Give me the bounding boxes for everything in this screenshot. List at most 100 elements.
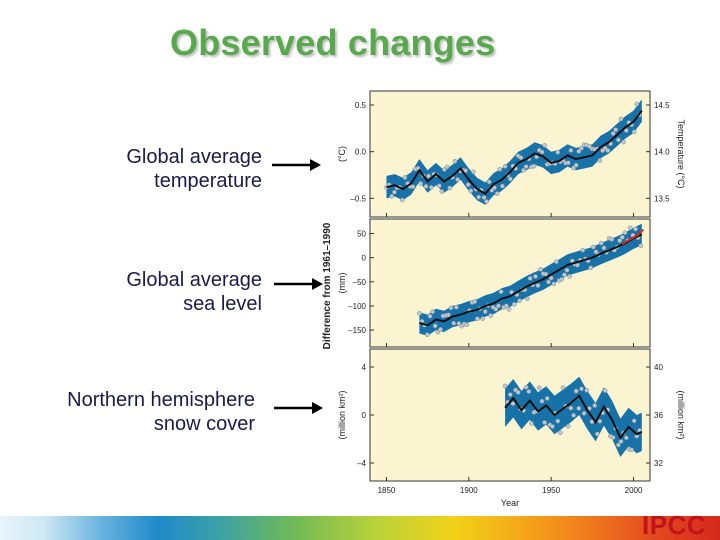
data-point xyxy=(602,388,608,393)
data-point xyxy=(500,183,505,189)
x-axis-label: Year xyxy=(501,498,519,508)
data-point xyxy=(410,184,416,189)
arrow-right-icon xyxy=(274,402,323,414)
data-point xyxy=(417,311,422,316)
data-point xyxy=(468,188,474,194)
y-tick-label: –150 xyxy=(348,326,366,335)
data-point xyxy=(539,398,545,404)
right-tick-label: 14.5 xyxy=(654,101,670,110)
series-line-sea xyxy=(419,233,643,327)
data-point xyxy=(427,313,433,319)
right-tick-label: 14.0 xyxy=(654,148,670,157)
slide-title: Observed changes xyxy=(170,22,496,63)
data-point xyxy=(507,176,513,182)
data-point xyxy=(517,298,522,304)
data-point xyxy=(464,322,470,328)
data-point xyxy=(494,191,500,196)
x-tick-label: 1900 xyxy=(460,486,478,495)
data-point xyxy=(594,431,600,437)
data-point xyxy=(432,323,438,329)
right-tick-label: 40 xyxy=(654,363,663,372)
y-tick-label: –50 xyxy=(353,278,367,287)
chart-panel-temp xyxy=(369,90,651,218)
y-tick-label: –0.5 xyxy=(350,194,366,203)
data-point xyxy=(451,320,457,326)
data-point xyxy=(551,281,557,287)
data-point xyxy=(536,385,542,391)
data-point xyxy=(436,183,442,189)
label-snow-cover: Northern hemisphere snow cover xyxy=(0,388,255,436)
data-point xyxy=(402,175,408,180)
data-point xyxy=(423,184,429,189)
y-tick-label: 0 xyxy=(362,254,367,263)
data-point xyxy=(515,390,521,395)
data-point xyxy=(638,243,644,249)
data-point xyxy=(463,168,468,173)
series-line-snow xyxy=(504,394,643,440)
right-axis-label: (million km²) xyxy=(676,391,686,440)
data-point xyxy=(573,162,579,168)
y-tick-label: 0 xyxy=(362,411,367,420)
data-point xyxy=(527,276,533,281)
y-tick-label: 0.5 xyxy=(355,101,367,110)
data-point xyxy=(601,245,607,251)
data-point xyxy=(588,265,594,271)
data-point xyxy=(565,160,571,166)
data-point xyxy=(486,179,492,185)
data-point xyxy=(439,189,445,194)
data-point xyxy=(598,240,604,246)
x-tick-label: 1850 xyxy=(378,486,396,495)
data-point xyxy=(518,155,524,160)
right-axis-label: Temperature (°C) xyxy=(676,119,686,188)
data-point xyxy=(555,418,561,424)
data-point xyxy=(629,447,634,453)
data-point xyxy=(609,236,615,242)
right-tick-label: 32 xyxy=(654,459,663,468)
y-axis-label: (°C) xyxy=(337,146,347,162)
data-point xyxy=(621,139,626,145)
data-point xyxy=(627,225,633,231)
data-point xyxy=(579,386,584,392)
arrow-right-icon xyxy=(274,278,323,290)
data-point xyxy=(623,435,629,441)
data-point xyxy=(471,169,476,175)
data-point xyxy=(584,387,590,393)
data-point xyxy=(619,234,625,240)
x-tick-label: 2000 xyxy=(625,486,643,495)
data-point xyxy=(539,149,545,155)
data-point xyxy=(568,405,574,411)
data-point xyxy=(548,275,554,281)
data-point xyxy=(493,306,499,312)
data-point xyxy=(511,301,517,307)
data-point xyxy=(631,129,637,135)
label-line: Global average xyxy=(126,269,262,291)
label-line: sea level xyxy=(183,293,262,315)
data-point xyxy=(633,226,638,232)
data-point xyxy=(613,127,619,133)
series-line-temp xyxy=(386,110,643,195)
data-point xyxy=(567,273,572,279)
data-point xyxy=(525,296,530,302)
data-point xyxy=(446,312,451,318)
x-tick-label: 1950 xyxy=(542,486,560,495)
data-point xyxy=(554,259,559,265)
data-point xyxy=(447,185,453,191)
data-point xyxy=(568,148,574,153)
label-line: Global average xyxy=(126,146,262,168)
data-point xyxy=(581,411,587,416)
data-point xyxy=(504,303,509,309)
y-tick-label: 4 xyxy=(362,363,367,372)
data-point xyxy=(544,396,550,401)
y-axis-label: (million km²) xyxy=(337,391,347,440)
data-point xyxy=(484,199,489,204)
shared-y-axis-label: Difference from 1961–1990 xyxy=(322,222,333,349)
data-point xyxy=(475,316,480,322)
data-point xyxy=(481,195,487,200)
ipcc-logo: IPCC xyxy=(642,510,707,540)
data-point xyxy=(389,193,395,199)
data-point xyxy=(580,247,586,253)
data-point xyxy=(523,384,529,390)
data-point xyxy=(623,128,629,133)
data-point xyxy=(618,439,624,444)
data-point xyxy=(542,420,547,425)
